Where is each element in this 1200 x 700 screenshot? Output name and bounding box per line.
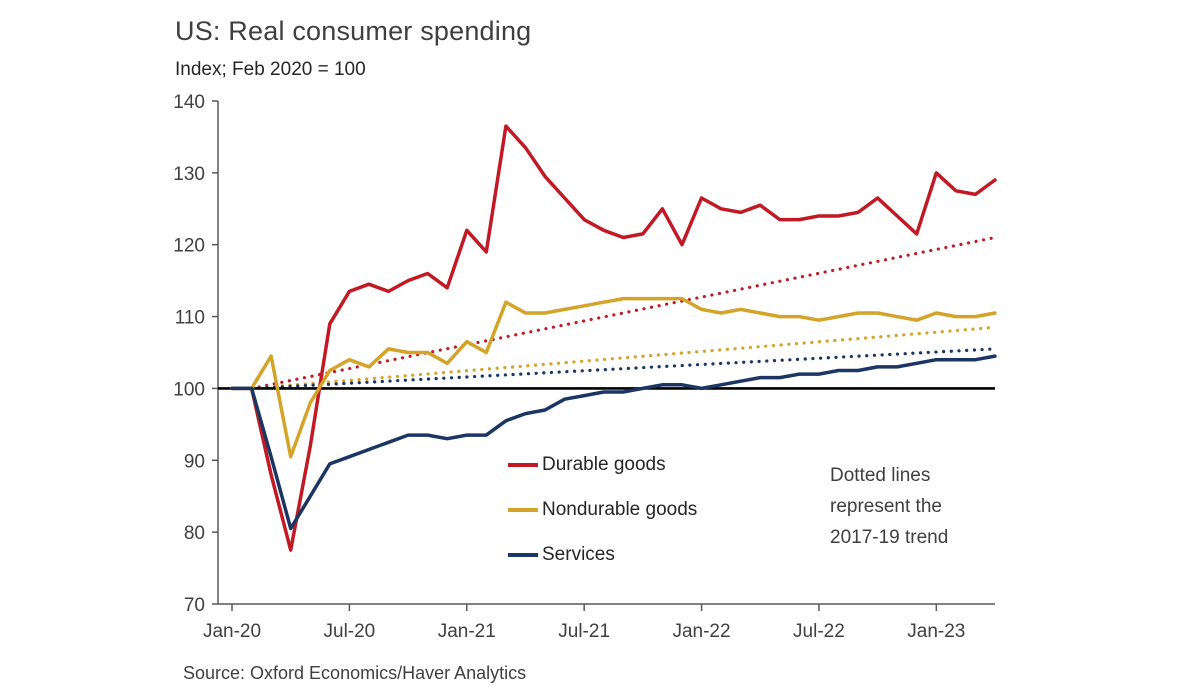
x-tick-label: Jan-23 [907,621,965,642]
y-tick-label: 70 [184,595,205,616]
chart-subtitle: Index; Feb 2020 = 100 [175,59,366,80]
durable-goods-legend-swatch [508,463,538,467]
services-line [230,354,997,531]
services-2017-19-trend-line [249,347,997,391]
x-tick-label: Jan-22 [672,621,730,642]
y-tick-label: 140 [173,92,205,113]
nondurable-goods-2017-19-trend-line [249,325,997,391]
durable-goods-line [230,124,997,552]
legend-label-nondurable-goods: Nondurable goods [542,499,698,520]
y-tick-label: 120 [173,236,205,257]
y-tick-label: 130 [173,164,205,185]
legend-label-durable-goods: Durable goods [542,454,666,475]
nondurable-goods-legend-swatch [508,508,538,512]
durable-goods-2017-19-trend-line [249,235,997,391]
legend-label-services: Services [542,544,615,565]
y-tick-label: 90 [184,451,205,472]
legend-item-services: Services [508,542,697,568]
x-tick-label: Jan-20 [203,621,261,642]
x-tick-label: Jul-21 [558,621,610,642]
x-tick-label: Jan-21 [438,621,496,642]
y-tick-label: 100 [173,379,205,400]
legend-item-nondurable-goods: Nondurable goods [508,497,697,523]
y-tick-label: 80 [184,523,205,544]
services-legend-swatch [508,553,538,557]
trend-annotation-line-2: represent the [830,496,942,517]
x-tick-label: Jul-20 [324,621,376,642]
y-tick-label: 110 [175,308,205,329]
chart-title: US: Real consumer spending [175,16,532,46]
trend-annotation-line-1: Dotted lines [830,465,931,486]
trend-annotation-line-3: 2017-19 trend [830,527,949,548]
x-tick-label: Jul-22 [793,621,845,642]
nondurable-goods-line [230,296,997,459]
source-note: Source: Oxford Economics/Haver Analytics [183,663,527,683]
trend-annotation: Dotted lines represent the 2017-19 trend [830,460,948,553]
legend-item-durable-goods: Durable goods [508,452,697,478]
chart-legend: Durable goods Nondurable goods Services [508,452,697,587]
